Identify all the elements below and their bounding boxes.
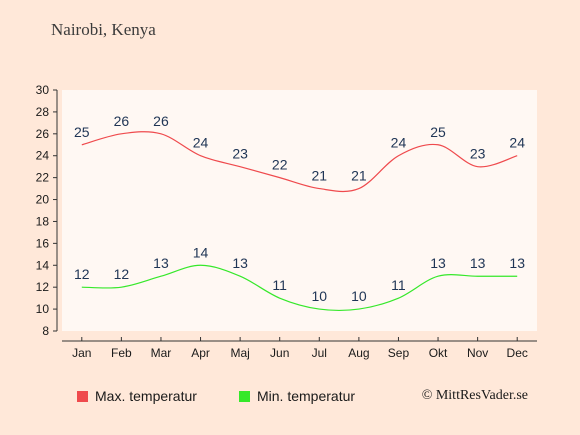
y-tick-label: 20 — [36, 193, 50, 207]
y-tick-label: 12 — [36, 280, 50, 294]
y-tick-label: 22 — [36, 171, 50, 185]
data-label: 23 — [470, 146, 486, 162]
data-label: 24 — [509, 135, 525, 151]
data-label: 11 — [272, 277, 287, 293]
legend-label-min: Min. temperatur — [257, 388, 356, 404]
data-label: 24 — [193, 135, 209, 151]
data-label: 25 — [74, 124, 90, 140]
plot-area — [62, 90, 537, 331]
legend-label-max: Max. temperatur — [95, 388, 197, 404]
data-label: 13 — [153, 255, 169, 271]
x-tick-label: Maj — [230, 346, 249, 360]
data-label: 23 — [232, 146, 248, 162]
x-tick-label: Apr — [191, 346, 210, 360]
x-tick-label: Mar — [151, 346, 172, 360]
x-tick-label: Okt — [429, 346, 448, 360]
chart-title: Nairobi, Kenya — [51, 20, 156, 39]
data-label: 10 — [351, 288, 367, 304]
x-tick-label: Jul — [312, 346, 327, 360]
series-line-min — [81, 264, 518, 312]
data-label: 26 — [153, 113, 169, 129]
data-label: 21 — [351, 168, 367, 184]
data-label: 12 — [114, 266, 130, 282]
x-tick-label: Jan — [72, 346, 91, 360]
y-tick-label: 14 — [36, 258, 50, 272]
data-label: 13 — [232, 255, 248, 271]
data-label: 22 — [272, 157, 288, 173]
data-label: 14 — [193, 244, 209, 260]
legend-item-min: Min. temperatur — [239, 388, 355, 404]
y-tick-label: 10 — [36, 302, 50, 316]
data-label: 11 — [391, 277, 406, 293]
data-label: 21 — [312, 168, 328, 184]
data-label: 13 — [430, 255, 446, 271]
x-tick-label: Nov — [467, 346, 488, 360]
legend-swatch-min — [239, 390, 250, 402]
data-label: 24 — [391, 135, 407, 151]
x-tick-label: Jun — [270, 346, 289, 360]
y-tick-label: 16 — [36, 236, 50, 250]
y-tick-label: 18 — [36, 214, 50, 228]
legend-item-max: Max. temperatur — [77, 388, 197, 404]
data-label: 25 — [430, 124, 446, 140]
x-tick-label: Aug — [348, 346, 369, 360]
y-tick-label: 28 — [36, 105, 50, 119]
x-tick-label: Feb — [111, 346, 132, 360]
y-tick-label: 26 — [36, 127, 50, 141]
data-label: 26 — [114, 113, 130, 129]
data-label: 13 — [509, 255, 525, 271]
data-label: 12 — [74, 266, 90, 282]
y-tick-label: 30 — [36, 83, 50, 97]
y-tick-label: 8 — [42, 324, 49, 338]
y-tick-label: 24 — [36, 149, 50, 163]
data-label: 10 — [312, 288, 328, 304]
credit-text: © MittResVader.se — [421, 388, 528, 403]
data-label: 13 — [470, 255, 486, 271]
x-tick-label: Dec — [507, 346, 528, 360]
x-tick-label: Sep — [388, 346, 410, 360]
legend-swatch-max — [77, 390, 88, 402]
series-line-max — [81, 131, 518, 193]
